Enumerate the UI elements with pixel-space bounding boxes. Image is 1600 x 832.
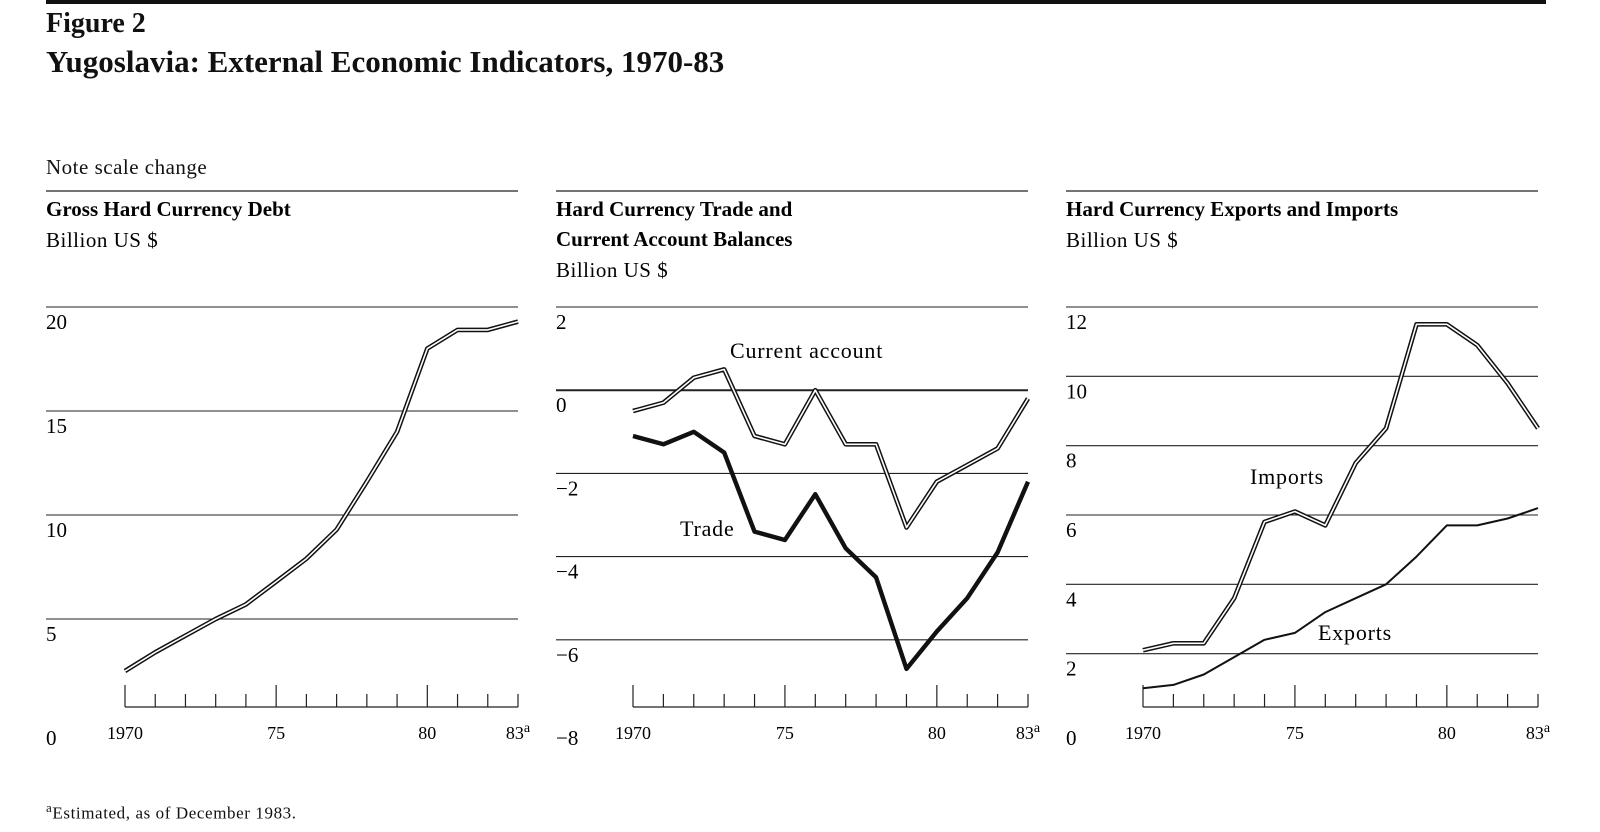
series-line-exports	[1142, 507, 1539, 690]
x-tick-label: 1970	[107, 723, 143, 743]
y-tick-label: 15	[46, 414, 67, 438]
y-tick-label: −6	[556, 643, 578, 667]
x-tick-label: 83a	[1016, 721, 1041, 743]
y-tick-label: 10	[46, 518, 67, 542]
series-line-current-account-inner	[632, 368, 1029, 529]
panel-unit-label: Billion US $	[1066, 228, 1178, 252]
y-tick-label: 5	[46, 622, 57, 646]
chart-panel-3: Hard Currency Exports and Imports Billion…	[1066, 190, 1551, 750]
series-line-imports	[1142, 321, 1540, 653]
x-tick-label: 80	[1438, 723, 1456, 743]
series-line-imports-inner	[1142, 323, 1539, 651]
footnote: aEstimated, as of December 1983.	[46, 800, 297, 824]
y-tick-label: 10	[1066, 379, 1087, 403]
series-label: Current account	[730, 338, 883, 363]
top-rule	[46, 0, 1546, 4]
panel-unit-label: Billion US $	[556, 258, 668, 282]
panel-title: Hard Currency Exports and Imports	[1066, 197, 1398, 221]
y-tick-label: −2	[556, 476, 578, 500]
x-tick-label-superscript: a	[1034, 721, 1041, 736]
y-tick-label: 20	[46, 310, 67, 334]
x-tick-label: 83a	[1526, 721, 1551, 743]
series-label: Imports	[1250, 464, 1324, 489]
x-tick-label-superscript: a	[1544, 721, 1551, 736]
y-tick-label: 2	[556, 310, 567, 334]
y-tick-label: 6	[1066, 518, 1077, 542]
y-tick-label: 2	[1066, 657, 1077, 681]
chart-panel-1: Gross Hard Currency Debt Billion US $ 0 5 10…	[46, 190, 531, 750]
x-tick-label: 80	[928, 723, 946, 743]
footnote-text: Estimated, as of December 1983.	[52, 803, 297, 823]
series-label: Exports	[1318, 620, 1392, 645]
x-tick-label: 75	[267, 723, 285, 743]
footnote-marker: a	[46, 800, 53, 815]
series-line-trade	[632, 429, 1031, 672]
series-label: Trade	[680, 516, 735, 541]
x-tick-label: 1970	[615, 723, 651, 743]
y-tick-label: 0	[46, 726, 57, 750]
y-tick-label: 0	[1066, 726, 1077, 750]
y-tick-label: −4	[556, 560, 579, 584]
x-tick-label-superscript: a	[524, 721, 531, 736]
panel-title: Hard Currency Trade and	[556, 197, 793, 221]
panel-title: Gross Hard Currency Debt	[46, 197, 291, 221]
panel-title: Current Account Balances	[556, 227, 792, 251]
y-tick-label: 4	[1066, 587, 1077, 611]
chart-panel-2: Hard Currency Trade and Current Account B…	[556, 190, 1041, 750]
figure-label: Figure 2	[46, 8, 146, 39]
series-line-panel1-0-inner	[124, 320, 519, 672]
y-tick-label: 8	[1066, 449, 1077, 473]
x-tick-label: 75	[776, 723, 794, 743]
x-tick-label: 83a	[506, 721, 531, 743]
y-tick-label: −8	[556, 726, 578, 750]
panel-unit-label: Billion US $	[46, 228, 158, 252]
y-tick-label: 12	[1066, 310, 1087, 334]
y-tick-label: 0	[556, 393, 567, 417]
series-line-current-account	[632, 367, 1030, 530]
figure-title: Yugoslavia: External Economic Indicators…	[46, 44, 725, 79]
x-tick-label: 75	[1286, 723, 1304, 743]
x-tick-label: 1970	[1125, 723, 1161, 743]
scale-note: Note scale change	[46, 155, 208, 179]
x-tick-label: 80	[418, 723, 436, 743]
